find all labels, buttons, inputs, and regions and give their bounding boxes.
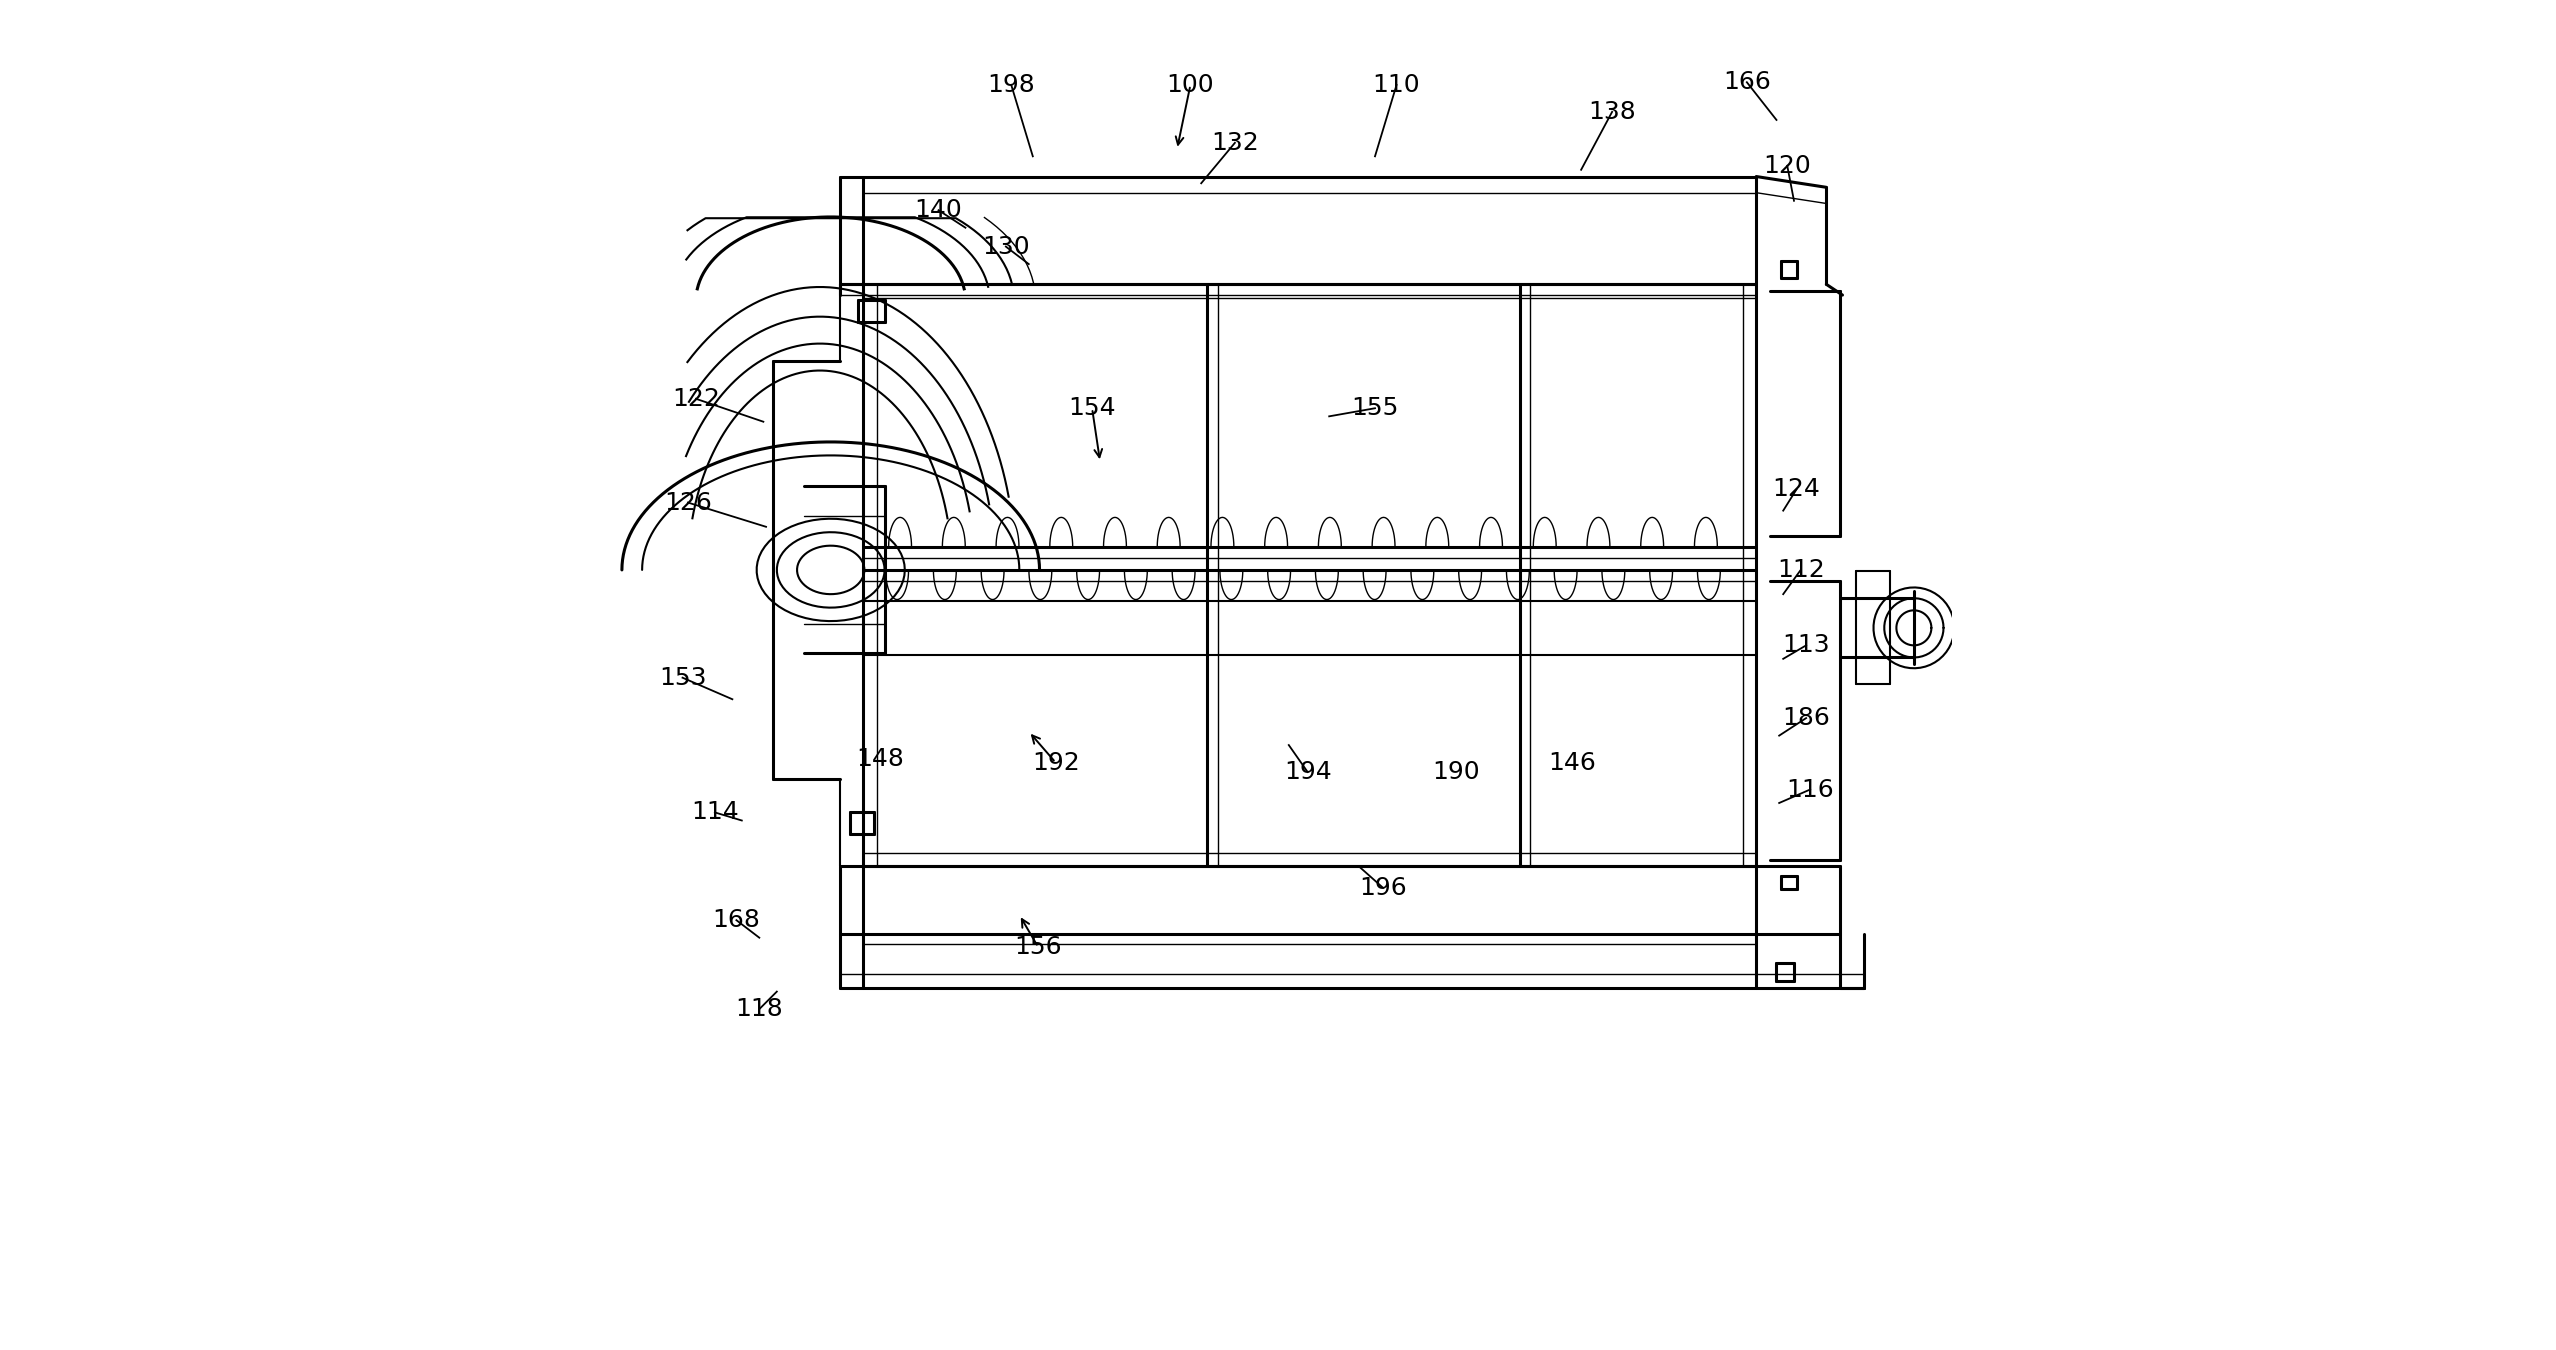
Text: 168: 168	[713, 909, 759, 933]
Text: 114: 114	[690, 801, 739, 825]
Text: 190: 190	[1431, 760, 1480, 784]
Text: 192: 192	[1033, 751, 1079, 775]
Text: 186: 186	[1782, 706, 1830, 730]
Text: 132: 132	[1212, 131, 1258, 155]
Text: 120: 120	[1764, 154, 1812, 178]
Text: 112: 112	[1776, 558, 1825, 582]
Text: 155: 155	[1352, 397, 1398, 420]
Text: 126: 126	[665, 490, 713, 514]
Text: 196: 196	[1360, 876, 1406, 900]
Text: 110: 110	[1373, 73, 1421, 97]
Text: 153: 153	[659, 666, 705, 690]
Text: 166: 166	[1723, 70, 1771, 95]
Text: 100: 100	[1166, 73, 1214, 97]
Text: 113: 113	[1782, 633, 1830, 657]
Text: 156: 156	[1015, 936, 1061, 958]
Text: 130: 130	[982, 235, 1030, 259]
Text: 154: 154	[1068, 397, 1117, 420]
Text: 198: 198	[987, 73, 1035, 97]
Text: 124: 124	[1774, 477, 1820, 501]
Text: 118: 118	[736, 998, 782, 1021]
Text: 122: 122	[672, 387, 721, 410]
Text: 116: 116	[1787, 778, 1835, 802]
Text: 138: 138	[1587, 100, 1636, 124]
Text: 146: 146	[1549, 751, 1595, 775]
Text: 194: 194	[1283, 760, 1332, 784]
Text: 148: 148	[856, 747, 905, 771]
Text: 140: 140	[915, 198, 964, 223]
